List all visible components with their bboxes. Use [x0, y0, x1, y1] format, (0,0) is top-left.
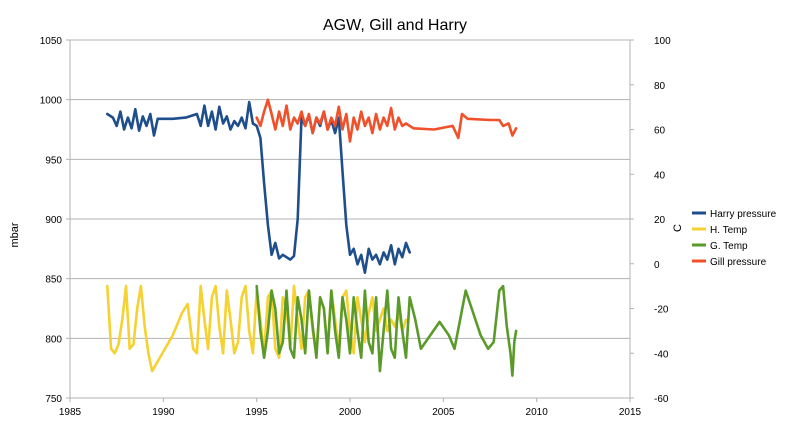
chart-title: AGW, Gill and Harry — [323, 17, 467, 34]
plot-lines — [106, 98, 518, 377]
y-tick-label: 950 — [45, 155, 62, 166]
y2-tick-label: 80 — [654, 81, 666, 92]
x-tick-label: 1995 — [246, 407, 269, 418]
y-axis-label: mbar — [9, 222, 21, 247]
axes — [66, 39, 634, 402]
y-tick-label: 750 — [45, 394, 62, 405]
series-line-h-temp — [106, 284, 408, 373]
gridlines — [70, 39, 630, 399]
y2-tick-label: 20 — [654, 215, 666, 226]
y-tick-label: 1050 — [40, 36, 63, 47]
y2-tick-label: 40 — [654, 170, 666, 181]
legend-label-harry-pressure: Harry pressure — [710, 209, 777, 220]
legend-label-g-temp: G. Temp — [710, 241, 748, 252]
y-tick-label: 800 — [45, 334, 62, 345]
y2-tick-label: -40 — [654, 349, 669, 360]
legend-label-gill-pressure: Gill pressure — [710, 257, 767, 268]
x-tick-label: 2005 — [432, 407, 455, 418]
x-tick-label: 1990 — [152, 407, 175, 418]
x-tick-label: 2015 — [619, 407, 642, 418]
y2-tick-label: 0 — [654, 260, 660, 271]
series-line-g-temp — [255, 284, 518, 377]
legend: Harry pressure H. Temp G. Temp Gill pressur… — [692, 209, 777, 268]
y-tick-label: 1000 — [40, 96, 63, 107]
tick-labels: 750 800 850 900 950 1000 1050 -60 -40 -20 0 20 40 60 8… — [40, 36, 671, 418]
legend-label-h-temp: H. Temp — [710, 225, 747, 236]
y2-tick-label: 60 — [654, 126, 666, 137]
x-tick-label: 1985 — [59, 407, 82, 418]
x-tick-label: 2000 — [339, 407, 362, 418]
y2-tick-label: -60 — [654, 394, 669, 405]
y-tick-label: 850 — [45, 275, 62, 286]
y2-axis-label: C — [672, 224, 684, 232]
x-tick-label: 2010 — [526, 407, 549, 418]
y-tick-label: 900 — [45, 215, 62, 226]
series-line-gill-pressure — [255, 98, 518, 143]
y2-tick-label: -20 — [654, 305, 669, 316]
series-line-harry-pressure — [106, 100, 412, 275]
y2-tick-label: 100 — [654, 36, 671, 47]
